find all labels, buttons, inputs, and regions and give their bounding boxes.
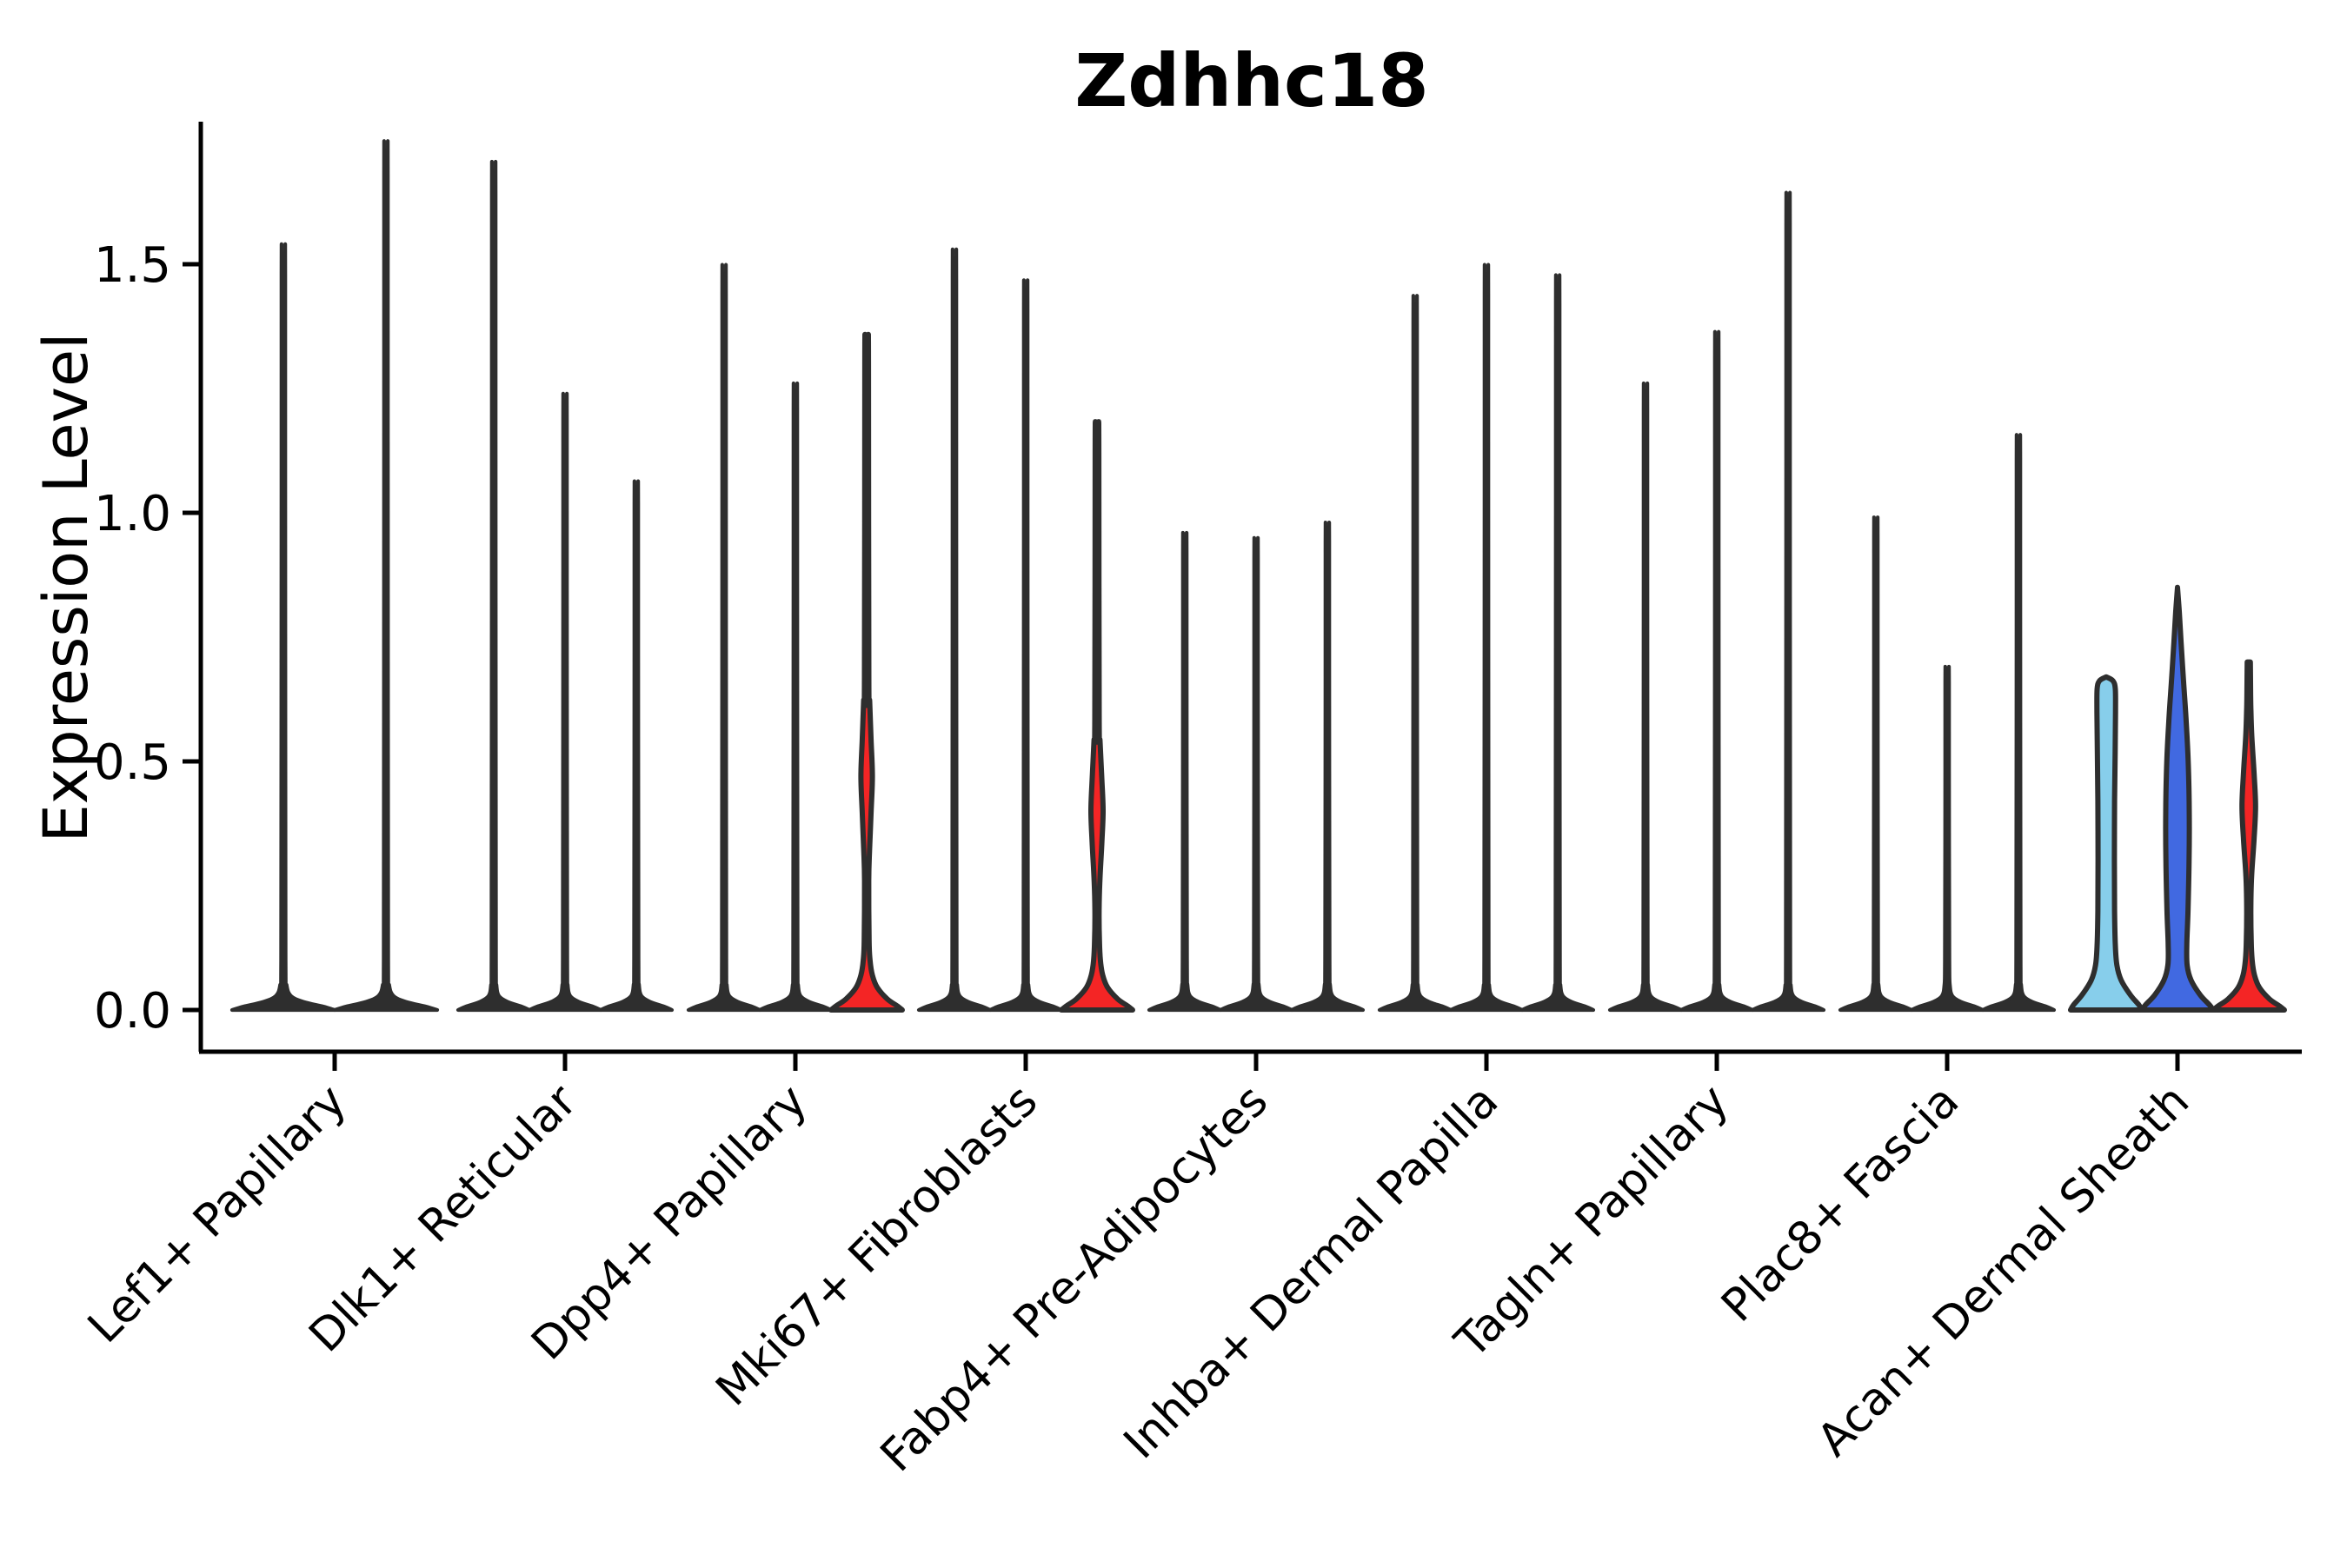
violin (1909, 665, 1985, 1013)
y-axis: 0.0 0.5 1.0 1.5 (94, 237, 201, 1040)
y-tick-label: 0.5 (94, 734, 171, 791)
violin (1147, 530, 1223, 1013)
violin (1059, 419, 1135, 1013)
x-tick-label: Acan+ Dermal Sheath (1808, 1075, 2200, 1467)
y-tick-label: 1.5 (94, 237, 171, 294)
y-axis-label: Expression Level (30, 332, 102, 842)
x-tick-label: Plac8+ Fascia (1712, 1075, 1969, 1332)
violin-group (455, 159, 675, 1013)
violin-group (2068, 584, 2287, 1013)
violin (332, 139, 440, 1013)
violin (1289, 520, 1366, 1013)
violin (1980, 433, 2057, 1013)
violin (455, 159, 532, 1013)
violin (987, 278, 1064, 1013)
x-tick-label: Fabp4+ Pre-Adipocytes (871, 1075, 1278, 1482)
violin (527, 391, 603, 1013)
violin (598, 479, 675, 1013)
violin (1607, 381, 1684, 1013)
violin (2211, 659, 2287, 1013)
violin-group (1377, 262, 1596, 1013)
violin (1838, 515, 1914, 1013)
violin-group (229, 139, 440, 1013)
violin (1519, 273, 1596, 1013)
violin (1448, 262, 1525, 1013)
x-tick-label: Inhba+ Dermal Papilla (1114, 1075, 1508, 1469)
violin-group (1147, 520, 1366, 1013)
violin (2068, 674, 2144, 1013)
violin (757, 381, 834, 1013)
violin-group (916, 247, 1135, 1013)
violin-group (1838, 433, 2057, 1013)
y-tick-label: 1.0 (94, 486, 171, 542)
violin-series (229, 139, 2287, 1013)
violin (828, 331, 905, 1013)
plot-title: Zdhhc18 (1074, 38, 1428, 123)
violin (1679, 329, 1755, 1013)
violin (1377, 294, 1453, 1013)
violin (916, 247, 993, 1013)
violin (1750, 190, 1826, 1013)
violin-group (686, 262, 905, 1013)
violin (229, 242, 337, 1013)
violin (686, 262, 762, 1013)
violin-group (1607, 190, 1826, 1013)
y-tick-label: 0.0 (94, 983, 171, 1040)
violin (2139, 584, 2216, 1013)
violin (1218, 535, 1294, 1013)
